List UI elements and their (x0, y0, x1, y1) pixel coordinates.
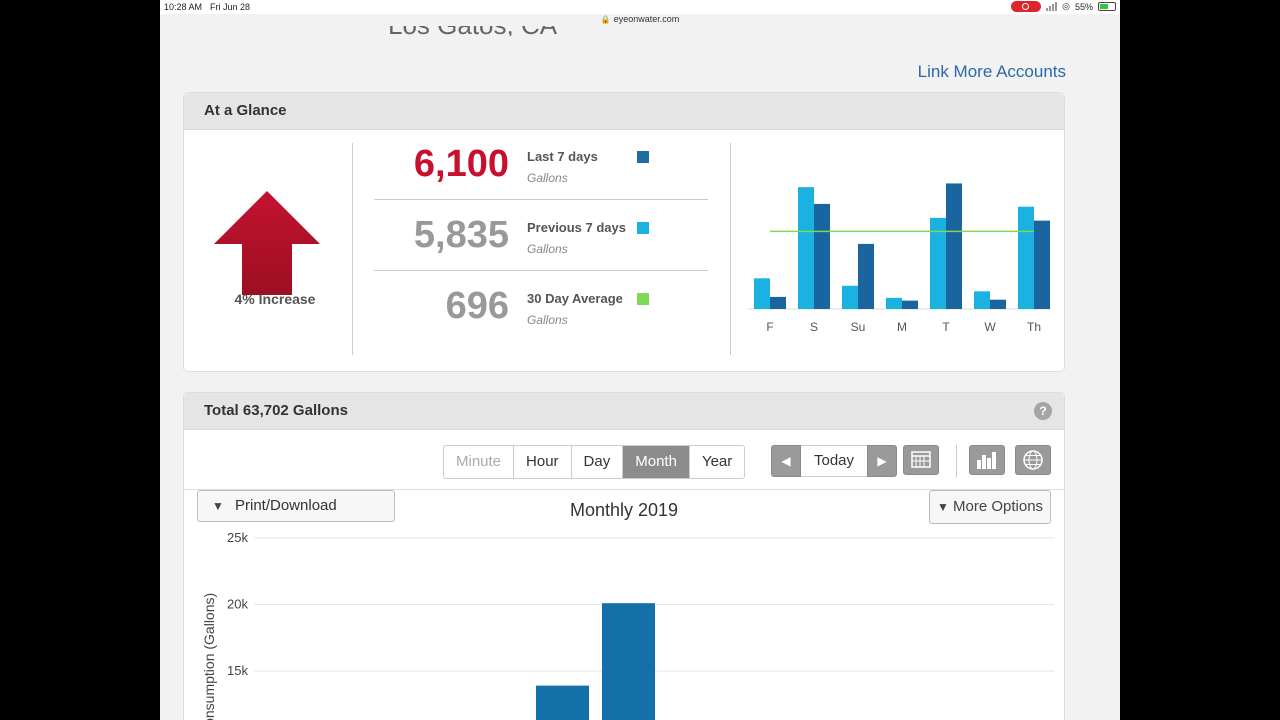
prev-arrow-icon[interactable]: ◀ (771, 445, 801, 477)
address-bar[interactable]: 🔒 eyeonwater.com (160, 14, 1120, 24)
tablet-screen: 10:28 AM Fri Jun 28 ◎ 55% 🔒 eyeonwater.co… (160, 0, 1120, 720)
bar-chart-glyph (977, 452, 996, 469)
bar-last-7-days-w (990, 299, 1006, 309)
bar-previous-7-days-m (886, 297, 902, 309)
status-date: Fri Jun 28 (210, 2, 251, 12)
divider (730, 143, 731, 355)
x-tick-label: W (984, 320, 996, 334)
trend-label: 4% Increase (234, 291, 316, 307)
stat-previous-7-days: 5,835 Previous 7 days Gallons (359, 214, 709, 284)
more-options-label: More Options (953, 498, 1044, 515)
period-minute-button: Minute (456, 453, 502, 470)
period-selector: Minute Hour Day Month Year (443, 445, 746, 479)
bar-last-7-days-th (1034, 220, 1050, 309)
legend-swatch (637, 222, 649, 234)
period-hour-button[interactable]: Hour (513, 446, 571, 478)
link-more-accounts-link[interactable]: Link More Accounts (917, 62, 1066, 81)
panel-title: At a Glance (184, 93, 1064, 130)
dropdown-triangle-icon: ▼ (936, 500, 949, 514)
y-tick-label: 20k (227, 597, 248, 612)
y-tick-label: 15k (227, 663, 248, 678)
period-year-button[interactable]: Year (688, 446, 744, 478)
bar-last-7-days-f (770, 296, 786, 309)
divider (374, 199, 708, 200)
legend-swatch (637, 293, 649, 305)
globe-glyph (1023, 450, 1043, 470)
lock-icon: 🔒 (600, 15, 611, 24)
bar-previous-7-days-t (930, 217, 946, 309)
dropdown-triangle-icon: ▼ (212, 499, 224, 513)
bar-previous-7-days-w (974, 291, 990, 309)
more-options-button[interactable]: ▼ More Options (929, 490, 1051, 524)
signal-icon (1046, 2, 1058, 11)
calendar-icon[interactable] (903, 445, 939, 475)
bar-previous-7-days-s (798, 187, 814, 309)
stat-unit: Gallons (527, 242, 568, 256)
divider (374, 270, 708, 271)
x-tick-label: Su (851, 320, 866, 334)
x-tick-label: T (942, 320, 950, 334)
period-day-button[interactable]: Day (570, 446, 623, 478)
x-tick-label: S (810, 320, 818, 334)
stat-label: Last 7 days (527, 149, 598, 164)
stat-label: Previous 7 days (527, 220, 626, 235)
account-location: Los Gatos, CA (388, 12, 558, 36)
x-tick-label: F (766, 320, 773, 334)
help-icon[interactable]: ? (1034, 402, 1052, 420)
bar-month-1 (602, 603, 655, 720)
stat-unit: Gallons (527, 171, 568, 185)
print-download-label: Print/Download (235, 497, 337, 514)
x-tick-label: Th (1027, 320, 1041, 334)
today-button[interactable]: Today (801, 445, 867, 477)
url-text: eyeonwater.com (613, 14, 680, 24)
total-gallons-title: Total 63,702 Gallons (204, 402, 348, 419)
bar-last-7-days-su (858, 243, 874, 309)
bar-previous-7-days-th (1018, 206, 1034, 309)
y-tick-label: 25k (227, 530, 248, 545)
bar-last-7-days-t (946, 183, 962, 309)
bar-previous-7-days-su (842, 285, 858, 309)
bar-previous-7-days-f (754, 278, 770, 309)
y-axis-label: Consumption (Gallons) (201, 593, 217, 720)
battery-percent: 55% (1074, 1, 1093, 12)
wifi-icon: ◎ (1062, 1, 1070, 11)
x-tick-label: M (897, 320, 907, 334)
bar-month-0 (536, 685, 589, 720)
stat-unit: Gallons (527, 313, 568, 327)
stat-label: 30 Day Average (527, 291, 623, 306)
bar-chart-icon[interactable] (969, 445, 1005, 475)
stat-last-7-days: 6,100 Last 7 days Gallons (359, 143, 709, 213)
stat-30-day-average: 696 30 Day Average Gallons (359, 285, 709, 355)
weekly-comparison-chart: F S Su M T W Th (748, 183, 1050, 334)
at-a-glance-panel: At a Glance 4% Increase 6,100 Last 7 day… (183, 92, 1065, 372)
divider (352, 143, 353, 355)
legend-swatch (637, 151, 649, 163)
date-navigator: ◀ Today ▶ (771, 445, 897, 477)
bar-last-7-days-s (814, 203, 830, 309)
chart-title: Monthly 2019 (569, 500, 679, 520)
bar-last-7-days-m (902, 300, 918, 309)
battery-icon (1098, 2, 1116, 11)
stat-value: 5,835 (413, 214, 509, 256)
usage-chart-area: ▼ Print/Download Monthly 2019 ▼ More Opt… (184, 489, 1064, 720)
globe-icon[interactable] (1015, 445, 1051, 475)
period-month-button[interactable]: Month (622, 446, 689, 478)
status-bar: 10:28 AM Fri Jun 28 ◎ 55% (160, 0, 1120, 14)
status-time: 10:28 AM (164, 2, 203, 12)
stat-value: 6,100 (413, 143, 509, 185)
panel-title: Total 63,702 Gallons ? (184, 393, 1064, 430)
next-arrow-icon[interactable]: ▶ (867, 445, 897, 477)
monthly-usage-chart: 25k 20k 15k Consumption (Gallons) (201, 530, 1054, 720)
status-indicators: ◎ 55% (1011, 1, 1116, 12)
trend-box (184, 143, 354, 373)
up-arrow-icon (214, 191, 320, 295)
calendar-glyph (911, 451, 931, 468)
screen-recording-icon (1011, 1, 1042, 12)
total-usage-panel: Total 63,702 Gallons ? Minute Hour Day M… (183, 392, 1065, 720)
stat-value: 696 (445, 285, 509, 327)
print-download-button[interactable]: ▼ Print/Download (197, 490, 395, 522)
toolbar-divider (956, 445, 957, 477)
